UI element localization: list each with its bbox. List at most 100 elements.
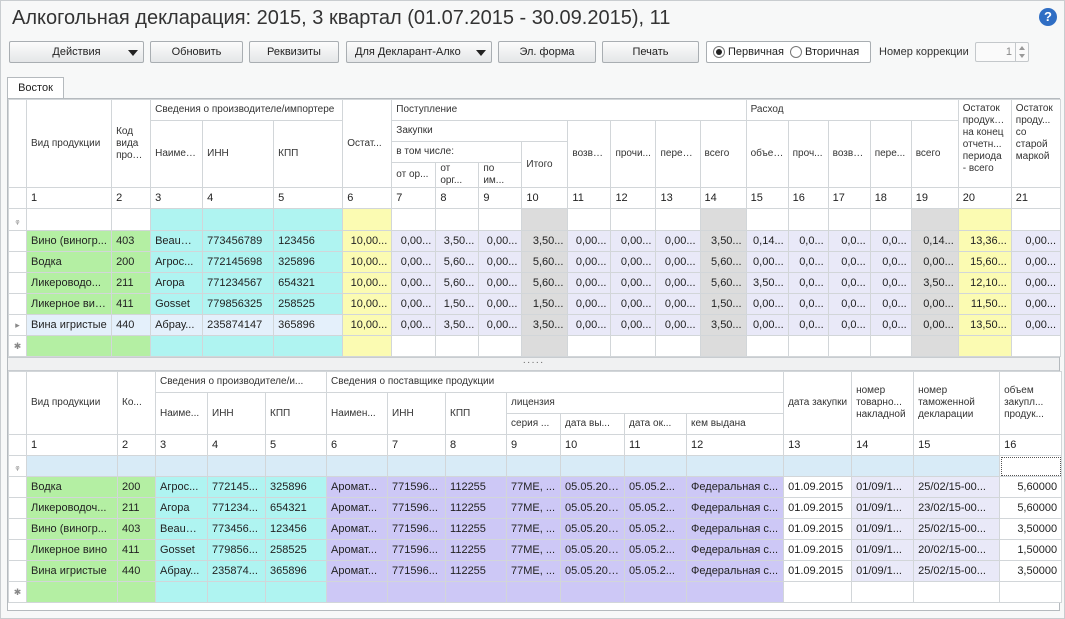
table-cell[interactable]: Вина игристые <box>25 314 113 336</box>
table-cell[interactable]: 12,10... <box>957 272 1012 294</box>
col-from-org[interactable]: от ор... <box>391 162 437 188</box>
print-button[interactable]: Печать <box>602 41 699 63</box>
table-cell[interactable]: 123456 <box>273 230 344 252</box>
table-cell[interactable]: 112255 <box>445 518 508 540</box>
tab-vostok[interactable]: Восток <box>7 77 64 99</box>
table-cell[interactable]: 211 <box>111 272 152 294</box>
empty-cell[interactable] <box>610 335 657 357</box>
table-row[interactable]: Ликероводо... 211 Агора 771234567 654321 10,0… <box>8 272 1062 294</box>
col-producer-kpp[interactable]: КПП <box>264 392 328 435</box>
col-customs[interactable]: номер таможенной декларации <box>913 371 1001 435</box>
table-cell[interactable]: Федеральная с... <box>686 497 785 519</box>
table-cell[interactable]: 0,0... <box>869 230 912 252</box>
table-cell[interactable]: 0,0... <box>827 293 871 315</box>
table-cell[interactable]: 0,00... <box>910 314 959 336</box>
col-out-all[interactable]: всего <box>910 120 959 188</box>
empty-cell[interactable] <box>111 208 152 231</box>
table-cell[interactable]: 771596... <box>387 518 447 540</box>
col-rest-old[interactable]: Остаток проду... со старой маркой <box>1010 99 1062 188</box>
empty-cell[interactable] <box>25 335 113 357</box>
col-purch-total[interactable]: Итого <box>521 141 569 188</box>
empty-cell[interactable] <box>506 581 562 603</box>
table-cell[interactable]: 15,60... <box>957 251 1012 273</box>
empty-cell[interactable] <box>957 335 1012 357</box>
new-row[interactable]: ✱ <box>8 581 1063 603</box>
table-cell[interactable]: Водка <box>26 476 118 498</box>
table-row[interactable]: Водка 200 Агрос... 772145... 325896 Аромат...… <box>8 476 1063 498</box>
table-cell[interactable]: 3,50... <box>745 272 789 294</box>
table-cell[interactable]: 05.05.2014 <box>560 476 626 498</box>
table-cell[interactable]: 0,00... <box>610 230 657 252</box>
table-row[interactable]: Вина игристые 440 Абрау... 235874... 365896 А… <box>8 560 1063 582</box>
table-cell[interactable]: 440 <box>111 314 152 336</box>
table-cell[interactable]: 0,00... <box>655 251 701 273</box>
empty-cell[interactable] <box>783 581 853 603</box>
table-cell[interactable]: 05.05.2... <box>624 539 688 561</box>
col-supplier-name[interactable]: Наимен... <box>326 392 389 435</box>
table-cell[interactable]: 771234567 <box>202 272 275 294</box>
col-producer-name[interactable]: Наиме... <box>155 392 208 435</box>
table-cell[interactable]: 771234... <box>207 497 266 519</box>
col-from-org2[interactable]: от орг... <box>435 162 480 188</box>
col-code[interactable]: Код вида прод... <box>111 99 152 188</box>
table-row[interactable]: Вино (виногр... 403 Beaumet 773456... 123456… <box>8 518 1063 540</box>
table-cell[interactable]: 77МЕ, ... <box>506 476 562 498</box>
empty-cell[interactable] <box>391 208 437 231</box>
col-license-expires[interactable]: дата ок... <box>624 413 688 435</box>
col-out-volume[interactable]: объем... <box>745 120 789 188</box>
empty-cell[interactable] <box>827 208 871 231</box>
table-cell[interactable]: 05.05.2... <box>624 476 688 498</box>
table-cell[interactable]: Агора <box>150 272 204 294</box>
table-cell[interactable]: 5,60... <box>435 272 480 294</box>
table-cell[interactable]: 365896 <box>264 560 328 582</box>
empty-cell[interactable] <box>445 581 508 603</box>
table-cell[interactable]: Абрау... <box>150 314 204 336</box>
table-cell[interactable]: 0,00... <box>391 272 437 294</box>
table-cell[interactable]: 25/02/15-00... <box>913 476 1001 498</box>
table-cell[interactable]: 411 <box>111 293 152 315</box>
table-cell[interactable]: 0,00... <box>1010 251 1062 273</box>
table-cell[interactable]: 0,00... <box>567 293 612 315</box>
correction-number-stepper[interactable]: 1 <box>975 42 1029 62</box>
table-cell[interactable]: 0,00... <box>478 272 523 294</box>
table-cell[interactable]: 3,50... <box>521 314 569 336</box>
col-producer-inn[interactable]: ИНН <box>202 120 275 188</box>
table-cell[interactable]: 235874... <box>207 560 266 582</box>
table-cell[interactable]: 779856325 <box>202 293 275 315</box>
table-cell[interactable]: 0,00... <box>745 314 789 336</box>
empty-cell[interactable] <box>202 335 275 357</box>
col-producer-name[interactable]: Наимен... <box>150 120 204 188</box>
table-cell[interactable]: 0,0... <box>827 272 871 294</box>
table-cell[interactable]: 772145... <box>207 476 266 498</box>
filter-cell[interactable] <box>155 455 208 477</box>
table-cell[interactable]: 0,00... <box>1010 272 1062 294</box>
table-cell[interactable]: 0,00... <box>610 293 657 315</box>
table-cell[interactable]: 11,50... <box>957 293 1012 315</box>
table-cell[interactable]: Агрос... <box>155 476 208 498</box>
table-cell[interactable]: 0,00... <box>610 251 657 273</box>
col-kind[interactable]: Вид продукции <box>25 99 113 188</box>
col-supplier-kpp[interactable]: КПП <box>445 392 508 435</box>
table-cell[interactable]: 3,50... <box>699 230 747 252</box>
empty-cell[interactable] <box>207 581 266 603</box>
table-cell[interactable]: 1,50000 <box>999 539 1063 561</box>
table-cell[interactable]: 440 <box>117 560 156 582</box>
filter-cell[interactable] <box>326 455 389 477</box>
table-cell[interactable]: 771596... <box>387 539 447 561</box>
table-cell[interactable]: 0,0... <box>869 251 912 273</box>
table-cell[interactable]: Аромат... <box>326 560 389 582</box>
empty-cell[interactable] <box>342 208 393 231</box>
table-cell[interactable]: Аромат... <box>326 518 389 540</box>
empty-cell[interactable] <box>1010 335 1062 357</box>
table-cell[interactable]: Вина игристые <box>26 560 118 582</box>
empty-cell[interactable] <box>478 208 523 231</box>
table-cell[interactable]: Федеральная с... <box>686 518 785 540</box>
table-cell[interactable]: 0,00... <box>655 230 701 252</box>
table-cell[interactable]: 0,00... <box>745 293 789 315</box>
empty-cell[interactable] <box>999 581 1063 603</box>
empty-cell[interactable] <box>202 208 275 231</box>
table-cell[interactable]: 0,0... <box>787 314 829 336</box>
table-cell[interactable]: Агора <box>155 497 208 519</box>
table-cell[interactable]: 0,00... <box>478 293 523 315</box>
col-out-return[interactable]: возвр... <box>827 120 871 188</box>
